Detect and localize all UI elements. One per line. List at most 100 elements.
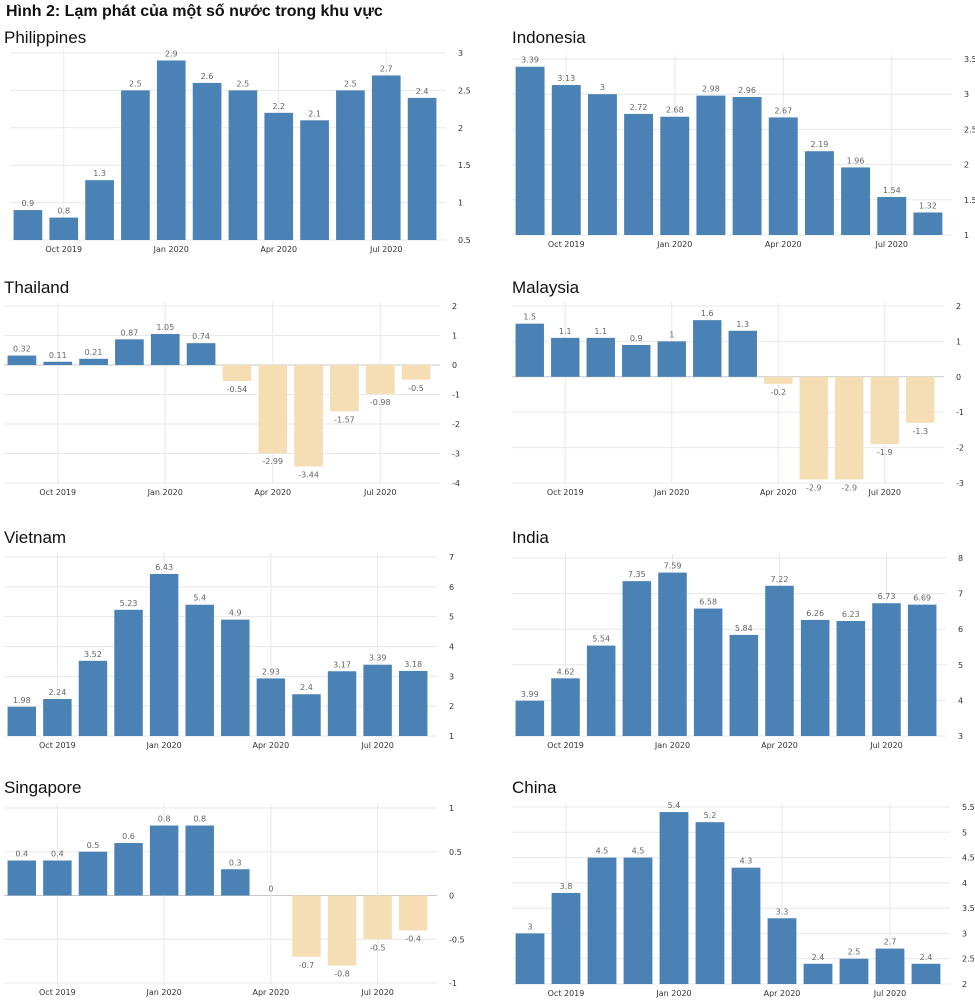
bar: [515, 933, 545, 984]
y-tick-label: 5.5: [962, 803, 975, 812]
data-label: 0.32: [13, 345, 31, 354]
data-label: 0.6: [122, 832, 135, 841]
data-label: 2.1: [308, 109, 321, 118]
data-label: 3.18: [404, 660, 422, 669]
data-label: 1.3: [736, 320, 749, 329]
data-label: 3.13: [557, 74, 575, 83]
data-label: 0.21: [85, 348, 103, 357]
data-label: 2.5: [848, 948, 861, 957]
data-label: 0.11: [49, 351, 67, 360]
data-label: 2.24: [48, 688, 66, 697]
bar-chart-malaysia: -3 -2 -1 0 1 2 Oct 2019 Jan 2020 Apr 2020 Jul 202…: [512, 302, 964, 497]
bar: [186, 343, 216, 365]
data-label: 1.98: [13, 696, 31, 705]
chart-title-india: India: [512, 528, 549, 547]
x-tick-label: Jul 2020: [867, 488, 901, 497]
bar: [222, 365, 252, 381]
data-label: 2.4: [920, 953, 933, 962]
y-tick-label: 1: [956, 337, 961, 346]
x-tick-label: Jul 2020: [873, 989, 907, 998]
data-label: -0.5: [370, 943, 386, 952]
data-label: 6.58: [699, 598, 717, 607]
bar: [185, 825, 214, 896]
bar: [870, 376, 899, 445]
chart-title-malaysia: Malaysia: [512, 278, 580, 297]
bar: [149, 574, 179, 736]
bar: [292, 694, 321, 736]
y-tick-label: 6: [958, 625, 963, 634]
data-label: 0.5: [87, 841, 100, 850]
data-label: -0.4: [405, 935, 421, 944]
bar-chart-thailand: -4 -3 -2 -1 0 1 2 Oct 2019 Jan 2020 Apr 2020 Jul 2…: [4, 302, 460, 497]
bar: [911, 963, 941, 984]
bar: [799, 376, 828, 480]
bar: [913, 212, 943, 235]
data-label: 1.6: [701, 309, 714, 318]
y-tick-label: -0.5: [449, 935, 465, 944]
y-tick-label: 5: [962, 828, 967, 837]
y-tick-label: 3: [964, 90, 969, 99]
chart-title-vietnam: Vietnam: [4, 528, 67, 547]
y-tick-label: 2: [458, 124, 463, 133]
bar-chart-china: 2 2.5 3 3.5 4 4.5 5 5.5 Oct 2019 Jan 2020 Apr 2020…: [512, 801, 975, 998]
x-tick-label: Apr 2020: [254, 488, 291, 497]
bar: [7, 706, 37, 736]
data-label: 1.1: [559, 327, 572, 336]
bar: [660, 116, 690, 235]
bar: [114, 843, 143, 896]
bar: [114, 609, 143, 736]
x-tick-label: Jan 2020: [654, 741, 690, 750]
bar: [729, 634, 759, 736]
data-label: 2.72: [630, 103, 648, 112]
bar: [185, 604, 214, 736]
x-tick-label: Jan 2020: [655, 989, 691, 998]
data-label: 5.84: [735, 624, 753, 633]
data-label: 7.35: [628, 570, 646, 579]
bar: [875, 948, 905, 984]
x-tick-label: Jul 2020: [369, 245, 403, 254]
y-tick-label: 2: [449, 702, 454, 711]
bar: [327, 671, 357, 736]
bar: [877, 196, 907, 235]
data-label: 0.4: [51, 850, 64, 859]
bar-chart-philippines: 0.5 1 1.5 2 2.5 3 Oct 2019 Jan 2020 Apr 2020 Jul …: [10, 49, 471, 254]
bar-chart-singapore: -1 -0.5 0 0.5 1 Oct 2019 Jan 2020 Apr 2020 Jul 2…: [4, 804, 465, 997]
bar-chart-indonesia: 1 1.5 2 2.5 3 3.5 Oct 2019 Jan 2020 Apr 2020 Jul …: [512, 55, 975, 249]
data-label: 3.8: [560, 882, 573, 891]
bar: [907, 604, 937, 736]
chart-title-singapore: Singapore: [4, 778, 82, 797]
y-tick-label: 0: [452, 361, 457, 370]
x-tick-label: Apr 2020: [253, 988, 290, 997]
bar: [327, 895, 357, 966]
bar: [371, 75, 401, 240]
y-tick-label: 1: [449, 804, 454, 813]
bar: [258, 365, 288, 454]
data-label: 2.7: [884, 938, 897, 947]
data-label: 5.4: [668, 801, 681, 810]
y-tick-label: 6: [449, 583, 454, 592]
x-tick-label: Jul 2020: [874, 240, 908, 249]
chart-panel-singapore: Singapore -1 -0.5 0 0.5 1 Oct 2019 Jan 2020 Apr …: [4, 778, 465, 1008]
y-tick-label: 4: [449, 643, 454, 652]
bar: [13, 210, 43, 240]
data-label: 4.5: [596, 847, 609, 856]
y-tick-label: 2: [964, 161, 969, 170]
bar: [401, 365, 431, 380]
x-tick-label: Jul 2020: [360, 741, 394, 750]
chart-title-indonesia: Indonesia: [512, 28, 586, 47]
bar: [49, 217, 79, 240]
y-tick-label: 2: [452, 302, 457, 311]
bar: [624, 113, 654, 235]
data-label: -2.9: [806, 483, 822, 492]
bar: [803, 963, 833, 984]
bar: [804, 151, 834, 235]
x-tick-label: Jan 2020: [146, 741, 182, 750]
bar: [839, 958, 869, 984]
data-label: 2.4: [300, 683, 313, 692]
y-tick-label: 3.5: [962, 904, 975, 913]
bar: [7, 860, 37, 896]
bar: [7, 355, 37, 365]
y-tick-label: 4: [958, 696, 963, 705]
bar: [149, 825, 179, 896]
data-label: 7.59: [664, 562, 682, 571]
